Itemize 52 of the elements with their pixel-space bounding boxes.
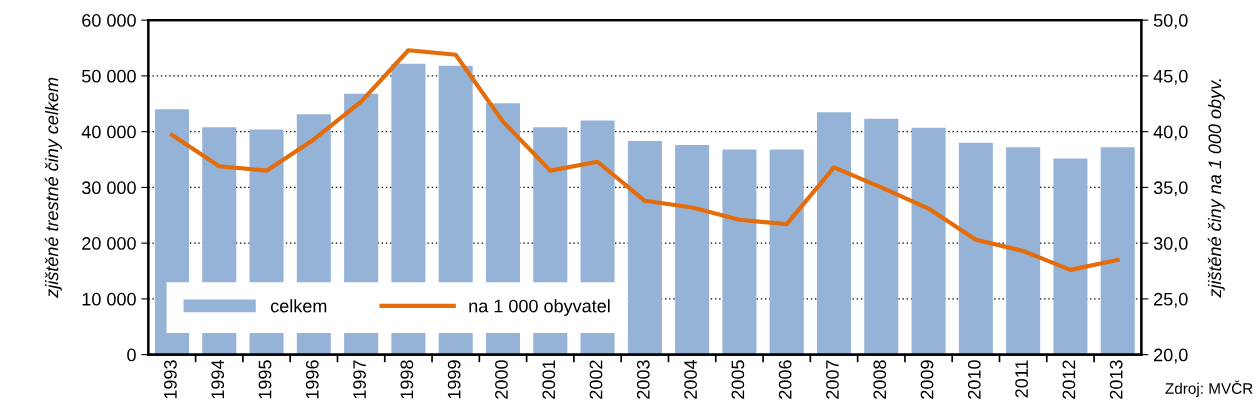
text: Zdroj: MVČR <box>1165 380 1253 397</box>
bar <box>627 141 662 355</box>
x-tick-label: 2009 <box>920 360 934 399</box>
x-tick-label: 1999 <box>447 360 461 399</box>
x-tick-label: 1998 <box>400 360 414 399</box>
x-tick-label: 1996 <box>305 360 319 399</box>
x-tick-label: 2003 <box>636 360 650 399</box>
x-tick-label: 1994 <box>211 360 225 399</box>
bar <box>675 145 710 355</box>
y2-axis-title: zjištěné činy na 1 000 obyv. <box>1207 79 1225 298</box>
y2-tick-label: 40,0 <box>1153 125 1188 141</box>
y2-tick-label: 25,0 <box>1154 292 1188 308</box>
y-tick-label: 50 000 <box>82 69 136 83</box>
bar <box>722 149 757 355</box>
y-tick-label: 20 000 <box>82 237 136 250</box>
bar <box>864 118 899 355</box>
y2-tick-label: 45,0 <box>1153 69 1188 85</box>
bar <box>1006 147 1041 355</box>
x-tick-label: 2012 <box>1062 360 1076 399</box>
line-series <box>169 48 1120 272</box>
y-axis-title: zjištěné trestné činy celkem <box>44 77 62 298</box>
bar <box>911 127 946 355</box>
x-tick-label: 2000 <box>495 360 508 399</box>
x-tick-label: 2013 <box>1109 360 1123 399</box>
y-tick-label: 0 <box>127 348 136 362</box>
y2-tick-label: 20,0 <box>1154 348 1188 364</box>
bar <box>769 149 804 355</box>
bar <box>958 142 993 355</box>
x-tick-label: 2011 <box>1015 360 1028 398</box>
x-tick-label: 2005 <box>731 360 745 399</box>
x-tick-label: 1995 <box>258 360 272 399</box>
x-tick-label: 2001 <box>542 360 556 399</box>
x-tick-label: 2007 <box>826 360 839 399</box>
y-tick-label: 40 000 <box>81 125 136 139</box>
y2-tick-label: 35,0 <box>1153 181 1188 197</box>
y-tick-label: 10 000 <box>82 292 136 306</box>
x-tick-label: 2004 <box>684 360 697 399</box>
x-tick-label: 1993 <box>164 360 177 399</box>
bar <box>1053 158 1088 355</box>
y-tick-label: 60 000 <box>82 14 136 27</box>
x-tick-label: 2010 <box>967 360 981 399</box>
y2-tick-label: 50,0 <box>1153 14 1188 29</box>
y-tick-label: 30 000 <box>81 181 136 195</box>
x-tick-label: 2002 <box>589 360 603 399</box>
legend-label: na 1 000 obyvatel <box>469 299 610 316</box>
legend-label: celkem <box>270 299 327 313</box>
bar <box>816 112 852 355</box>
bar <box>1100 147 1135 355</box>
y2-tick-label: 30,0 <box>1153 237 1188 252</box>
x-tick-label: 2008 <box>873 360 887 399</box>
x-tick-label: 1997 <box>353 360 366 399</box>
x-tick-label: 2006 <box>778 360 792 399</box>
